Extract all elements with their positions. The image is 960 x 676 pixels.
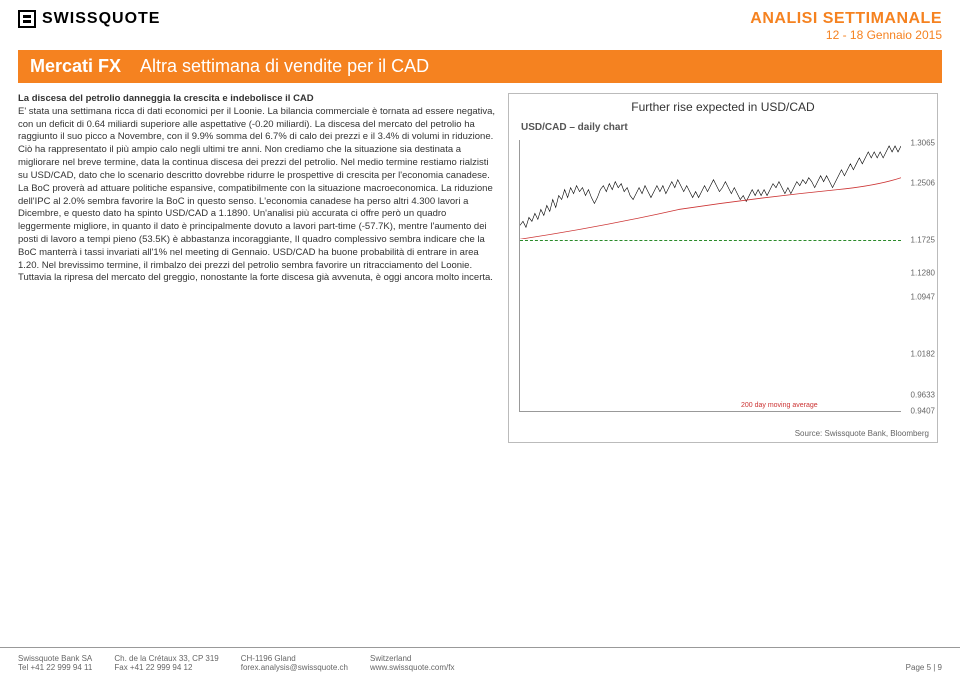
chart: Further rise expected in USD/CAD USD/CAD…	[508, 93, 938, 443]
chart-ma	[520, 140, 901, 239]
chart-source: Source: Swissquote Bank, Bloomberg	[795, 429, 929, 438]
footer-tel: Tel +41 22 999 94 11	[18, 663, 92, 672]
logo-icon	[18, 10, 36, 28]
y-tick-label: 1.3065	[911, 138, 935, 147]
footer-country: Switzerland	[370, 654, 454, 663]
green-level-line	[520, 240, 901, 241]
section-right: Altra settimana di vendite per il CAD	[140, 56, 429, 77]
paragraph: E' stata una settimana ricca di dati eco…	[18, 106, 496, 285]
chart-column: Further rise expected in USD/CAD USD/CAD…	[508, 93, 938, 443]
footer-city: CH-1196 Gland	[241, 654, 348, 663]
y-tick-label: 0.9407	[911, 407, 935, 416]
section-header: Mercati FX Altra settimana di vendite pe…	[18, 50, 942, 83]
report-title-main: ANALISI SETTIMANALE	[750, 10, 942, 28]
footer-col-1: Swissquote Bank SA Tel +41 22 999 94 11	[18, 654, 92, 672]
logo: SWISSQUOTE	[18, 10, 160, 28]
footer-col-3: CH-1196 Gland forex.analysis@swissquote.…	[241, 654, 348, 672]
footer-col-4: Switzerland www.swissquote.com/fx	[370, 654, 454, 672]
report-title-sub: 12 - 18 Gennaio 2015	[750, 28, 942, 42]
logo-text: SWISSQUOTE	[42, 10, 160, 28]
section-left: Mercati FX	[30, 56, 140, 77]
chart-plot-area: 1.30651.25061.17251.12801.09471.01820.96…	[519, 140, 901, 412]
footer-col-2: Ch. de la Crétaux 33, CP 319 Fax +41 22 …	[114, 654, 218, 672]
ma-line	[520, 178, 901, 240]
footer-address: Ch. de la Crétaux 33, CP 319	[114, 654, 218, 663]
footer-columns: Swissquote Bank SA Tel +41 22 999 94 11 …	[18, 654, 454, 672]
y-tick-label: 1.0182	[911, 350, 935, 359]
y-tick-label: 1.2506	[911, 179, 935, 188]
lead-sentence: La discesa del petrolio danneggia la cre…	[18, 93, 496, 106]
body-text: La discesa del petrolio danneggia la cre…	[18, 93, 496, 443]
footer-fax: Fax +41 22 999 94 12	[114, 663, 218, 672]
page-header: SWISSQUOTE ANALISI SETTIMANALE 12 - 18 G…	[0, 0, 960, 42]
y-tick-label: 1.1725	[911, 236, 935, 245]
report-title: ANALISI SETTIMANALE 12 - 18 Gennaio 2015	[750, 10, 942, 42]
content-area: La discesa del petrolio danneggia la cre…	[0, 93, 960, 443]
chart-subtitle: USD/CAD – daily chart	[521, 122, 628, 133]
y-tick-label: 1.0947	[911, 293, 935, 302]
page-number: Page 5 | 9	[906, 663, 942, 672]
footer-email: forex.analysis@swissquote.ch	[241, 663, 348, 672]
page-footer: Swissquote Bank SA Tel +41 22 999 94 11 …	[0, 647, 960, 676]
footer-url: www.swissquote.com/fx	[370, 663, 454, 672]
footer-company: Swissquote Bank SA	[18, 654, 92, 663]
ma-label: 200 day moving average	[741, 402, 818, 409]
y-tick-label: 1.1280	[911, 268, 935, 277]
chart-title: Further rise expected in USD/CAD	[509, 100, 937, 114]
y-tick-label: 0.9633	[911, 390, 935, 399]
